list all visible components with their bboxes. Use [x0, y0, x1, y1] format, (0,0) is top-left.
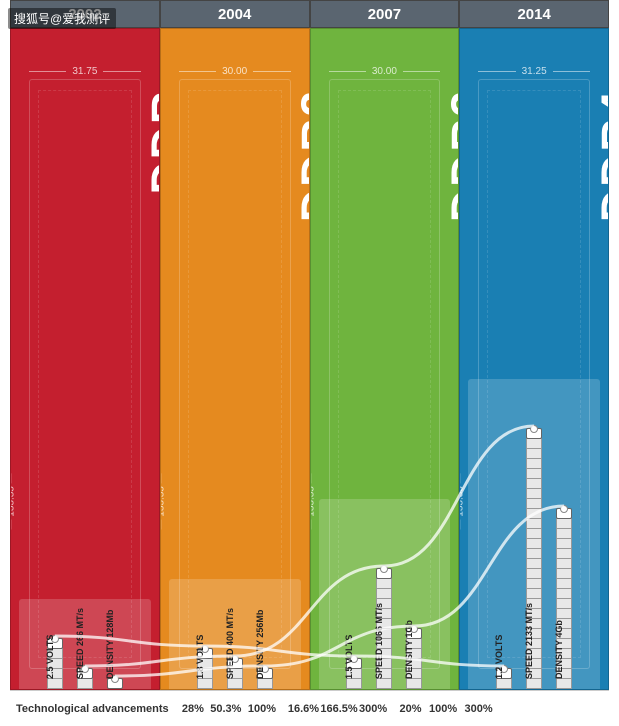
pct-value: 100%	[248, 703, 276, 715]
col-ddr4: 201431.25— 133.35 —DDR41.2 VOLTSSPEED 21…	[459, 0, 609, 690]
bar-label: DENSITY 256Mb	[255, 610, 265, 679]
generation-label: DDR2	[291, 89, 310, 222]
year-tab: 2004	[160, 0, 310, 28]
bar-volts: 1.8 VOLTS	[195, 649, 215, 689]
ddr-evolution-infographic: 搜狐号@爱我测评 200231.75— 133.35 —DDR2.5 VOLTS…	[0, 0, 619, 726]
bar-label: 1.5 VOLTS	[344, 635, 354, 679]
bar-speed: SPEED 400 MT/s	[225, 659, 245, 689]
footer-cell: 28% 50.3% 100%	[175, 703, 284, 715]
width-dimension: 30.00	[329, 64, 441, 78]
width-dimension: 31.25	[478, 64, 590, 78]
pct-value: 300%	[465, 703, 493, 715]
bar-density: DENSITY 4Gb	[554, 509, 574, 689]
bar-label: DENSITY 4Gb	[554, 620, 564, 679]
width-dimension: 30.00	[179, 64, 291, 78]
bar-volts: 2.5 VOLTS	[45, 639, 65, 689]
pct-value: 16.6%	[288, 703, 319, 715]
bar-label: 1.8 VOLTS	[195, 635, 205, 679]
bar-density: DENSITY 1Gb	[404, 629, 424, 689]
footer-values: 28%50.3%100%16.6%166.5%300%20%100%300%	[175, 703, 609, 715]
generation-label: DDR4	[590, 89, 609, 222]
panel: 31.75— 133.35 —DDR2.5 VOLTSSPEED 266 MT/…	[10, 28, 160, 690]
bar-group: 1.8 VOLTS SPEED 400 MT/s DENSITY 256Mb	[161, 369, 309, 689]
bar-stack	[107, 679, 123, 689]
year-tab: 2007	[310, 0, 460, 28]
col-ddr3: 200730.00— 133.35 —DDR31.5 VOLTSSPEED 10…	[310, 0, 460, 690]
pct-value: 100%	[429, 703, 457, 715]
bar-group: 2.5 VOLTS SPEED 266 MT/s DENSITY 128Mb	[11, 369, 159, 689]
bar-density: DENSITY 256Mb	[255, 669, 275, 689]
bar-density: DENSITY 128Mb	[105, 679, 125, 689]
bar-label: DENSITY 1Gb	[404, 620, 414, 679]
footer-title: Technological advancements	[10, 703, 175, 715]
watermark-badge: 搜狐号@爱我测评	[8, 8, 116, 29]
col-ddr2: 200430.00— 133.35 —DDR21.8 VOLTSSPEED 40…	[160, 0, 310, 690]
pct-value: 50.3%	[210, 703, 241, 715]
panel: 30.00— 133.35 —DDR21.8 VOLTSSPEED 400 MT…	[160, 28, 310, 690]
footer-cell: 16.6%166.5%300%	[283, 703, 392, 715]
bar-speed: SPEED 2133 MT/s	[524, 429, 544, 689]
pct-value: 166.5%	[320, 703, 357, 715]
bar-label: 2.5 VOLTS	[45, 635, 55, 679]
bar-speed: SPEED 266 MT/s	[75, 669, 95, 689]
footer-cell: 20% 100% 300%	[392, 703, 501, 715]
pct-value: 20%	[400, 703, 422, 715]
panel: 30.00— 133.35 —DDR31.5 VOLTSSPEED 1066 M…	[310, 28, 460, 690]
bar-speed: SPEED 1066 MT/s	[374, 569, 394, 689]
bar-label: 1.2 VOLTS	[494, 635, 504, 679]
generation-label: DDR	[141, 89, 160, 195]
pct-value: 28%	[182, 703, 204, 715]
year-tab: 2014	[459, 0, 609, 28]
bar-volts: 1.2 VOLTS	[494, 669, 514, 689]
bar-label: SPEED 2133 MT/s	[524, 603, 534, 679]
width-dimension: 31.75	[29, 64, 141, 78]
generation-label: DDR3	[440, 89, 459, 222]
bar-label: DENSITY 128Mb	[105, 610, 115, 679]
bar-group: 1.2 VOLTS SPEED 2133 MT/s DENSITY 4Gb	[460, 369, 608, 689]
bar-volts: 1.5 VOLTS	[344, 659, 364, 689]
footer-cell	[500, 703, 609, 715]
bar-label: SPEED 400 MT/s	[225, 608, 235, 679]
panel: 31.25— 133.35 —DDR41.2 VOLTSSPEED 2133 M…	[459, 28, 609, 690]
bar-label: SPEED 1066 MT/s	[374, 603, 384, 679]
pct-value: 300%	[359, 703, 387, 715]
bar-group: 1.5 VOLTS SPEED 1066 MT/s DENSITY 1Gb	[311, 369, 459, 689]
generation-columns: 200231.75— 133.35 —DDR2.5 VOLTSSPEED 266…	[10, 0, 609, 690]
bar-label: SPEED 266 MT/s	[75, 608, 85, 679]
col-ddr: 200231.75— 133.35 —DDR2.5 VOLTSSPEED 266…	[10, 0, 160, 690]
footer-bar: Technological advancements 28% 50.3% 100% 1…	[10, 690, 609, 726]
